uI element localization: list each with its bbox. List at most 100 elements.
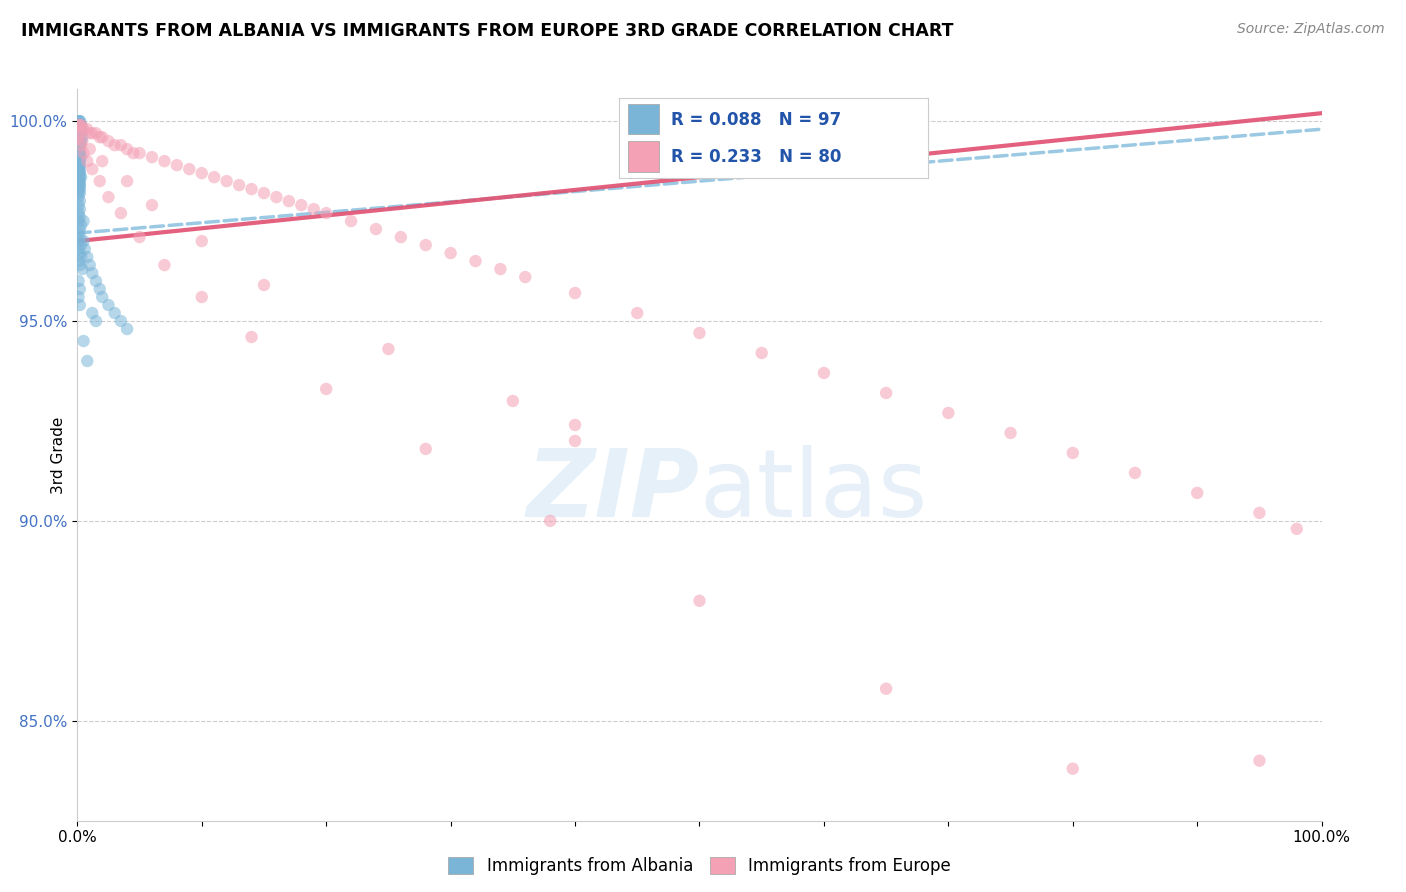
Point: [315, 382, 337, 396]
Point: [67, 142, 90, 156]
Point: [67, 150, 90, 164]
Point: [82, 306, 104, 320]
Point: [69, 114, 91, 128]
Point: [1187, 486, 1209, 500]
Point: [104, 306, 127, 320]
Point: [69, 182, 91, 196]
Point: [191, 234, 214, 248]
Point: [72, 262, 94, 277]
Point: [67, 122, 90, 136]
Point: [67, 186, 90, 201]
Point: [67, 130, 90, 145]
Point: [340, 214, 363, 228]
Text: IMMIGRANTS FROM ALBANIA VS IMMIGRANTS FROM EUROPE 3RD GRADE CORRELATION CHART: IMMIGRANTS FROM ALBANIA VS IMMIGRANTS FR…: [21, 22, 953, 40]
Point: [128, 146, 150, 161]
Point: [1123, 466, 1146, 480]
Point: [67, 174, 90, 188]
Point: [79, 126, 101, 140]
Point: [141, 198, 163, 212]
Point: [67, 182, 90, 196]
Point: [626, 306, 648, 320]
Point: [69, 230, 91, 244]
Point: [1062, 762, 1084, 776]
Point: [69, 174, 91, 188]
Point: [751, 346, 773, 360]
Point: [70, 218, 93, 232]
Point: [564, 434, 586, 448]
Point: [69, 258, 91, 272]
Point: [67, 242, 90, 256]
Point: [69, 246, 91, 260]
Point: [69, 202, 91, 216]
Point: [110, 138, 132, 153]
Y-axis label: 3rd Grade: 3rd Grade: [51, 417, 66, 493]
Point: [141, 150, 163, 164]
Point: [202, 170, 225, 185]
Point: [1062, 446, 1084, 460]
Point: [110, 314, 132, 328]
Point: [89, 130, 111, 145]
Text: Source: ZipAtlas.com: Source: ZipAtlas.com: [1237, 22, 1385, 37]
Point: [70, 118, 93, 132]
Point: [67, 174, 90, 188]
Bar: [628, 142, 659, 172]
Point: [875, 386, 897, 401]
Point: [875, 681, 897, 696]
Point: [69, 282, 91, 296]
Point: [689, 326, 711, 340]
Point: [104, 138, 127, 153]
Point: [70, 238, 93, 252]
Point: [84, 314, 107, 328]
Point: [179, 162, 201, 177]
Point: [67, 170, 90, 185]
Point: [69, 134, 91, 148]
Point: [115, 174, 138, 188]
Point: [70, 170, 93, 185]
Point: [502, 394, 524, 409]
Point: [69, 166, 91, 180]
Point: [110, 206, 132, 220]
Point: [72, 214, 94, 228]
Point: [69, 170, 91, 185]
Point: [67, 126, 90, 140]
Point: [389, 230, 412, 244]
Point: [315, 206, 337, 220]
Point: [69, 138, 91, 153]
Point: [69, 130, 91, 145]
Point: [70, 250, 93, 264]
Point: [69, 154, 91, 169]
Point: [89, 174, 111, 188]
Point: [1249, 754, 1271, 768]
Point: [67, 138, 90, 153]
Point: [115, 142, 138, 156]
Point: [253, 278, 276, 293]
Point: [67, 166, 90, 180]
Point: [79, 142, 101, 156]
Point: [69, 142, 91, 156]
Point: [813, 366, 835, 380]
Point: [72, 334, 94, 348]
Point: [67, 162, 90, 177]
Point: [1285, 522, 1308, 536]
Point: [122, 146, 145, 161]
Point: [69, 222, 91, 236]
Point: [70, 122, 93, 136]
Point: [67, 154, 90, 169]
Point: [1000, 425, 1022, 440]
Bar: [628, 103, 659, 134]
Point: [72, 146, 94, 161]
Point: [79, 258, 101, 272]
Point: [377, 342, 399, 356]
Point: [70, 134, 93, 148]
Point: [115, 322, 138, 336]
Point: [89, 282, 111, 296]
Point: [69, 114, 91, 128]
Point: [67, 290, 90, 304]
Point: [69, 122, 91, 136]
Point: [76, 154, 98, 169]
Point: [191, 166, 214, 180]
Point: [69, 158, 91, 172]
Point: [72, 134, 94, 148]
Text: ZIP: ZIP: [527, 445, 700, 538]
Point: [69, 298, 91, 312]
